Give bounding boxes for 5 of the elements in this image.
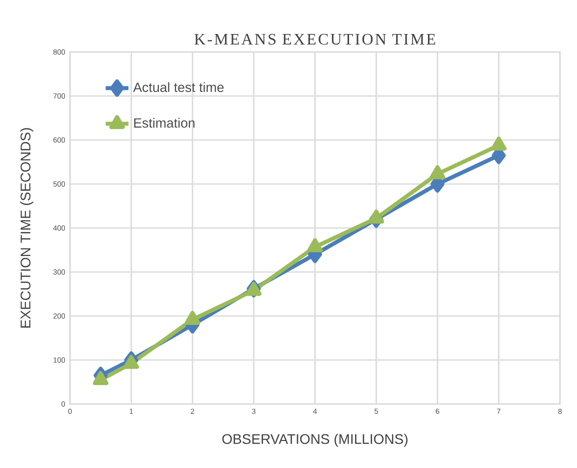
y-axis-title: EXECUTION TIME (SECONDS): [20, 128, 34, 328]
chart-title: K-MEANS EXECUTION TIME: [194, 34, 436, 45]
legend-label: Estimation: [134, 118, 194, 128]
x-axis-title: OBSERVATIONS (MILLIONS): [222, 434, 408, 447]
legend-label: Actual test time: [133, 82, 224, 92]
